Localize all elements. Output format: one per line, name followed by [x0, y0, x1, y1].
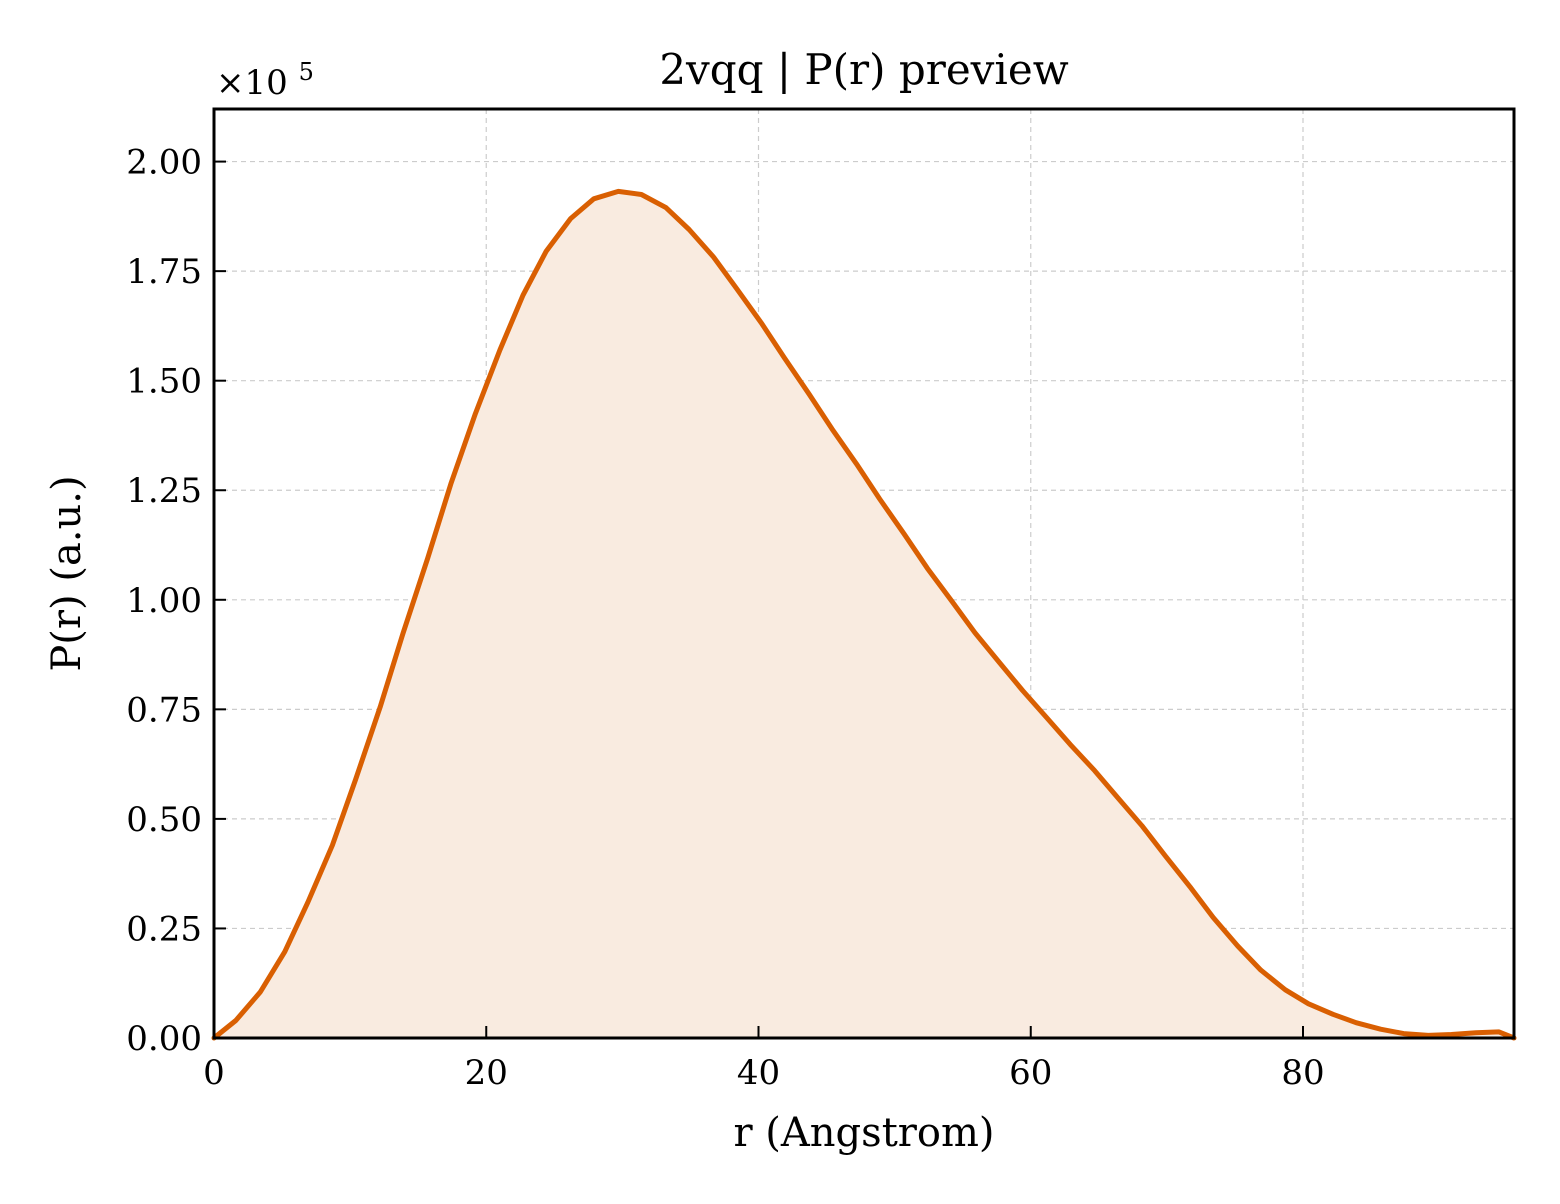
- y-tick-label: 1.75: [126, 252, 202, 292]
- line-layer: [211, 188, 1517, 1041]
- y-tick-label: 2.00: [126, 143, 202, 183]
- y-multiplier-base: ×10: [216, 63, 288, 103]
- y-tick-label: 0.75: [126, 690, 202, 730]
- y-axis-multiplier: ×10 5: [216, 58, 314, 103]
- pr-curve-line: [211, 188, 1517, 1041]
- plot-frame: [212, 107, 1516, 1040]
- x-tick-label: 40: [737, 1053, 780, 1093]
- y-tick-label: 1.50: [126, 362, 202, 402]
- area-layer: [214, 191, 1514, 1038]
- x-axis-title: r (Angstrom): [733, 1110, 994, 1156]
- x-tick-label: 20: [465, 1053, 508, 1093]
- y-tick-label: 1.25: [126, 471, 202, 511]
- y-tick-label: 0.00: [126, 1019, 202, 1059]
- chart-title: 2vqq | P(r) preview: [659, 45, 1068, 94]
- y-tick-label: 0.25: [126, 909, 202, 949]
- y-tick-label: 0.50: [126, 800, 202, 840]
- pr-area-fill: [214, 191, 1514, 1038]
- y-tick-label: 1.00: [126, 581, 202, 621]
- x-tick-label: 80: [1281, 1053, 1324, 1093]
- x-tick-label: 60: [1009, 1053, 1052, 1093]
- tick-layer: 0 20 40 60 80 0.00 0.25 0.50 0.75 1.00 1.25 1.50 1.7…: [126, 143, 1324, 1093]
- y-multiplier-exponent: 5: [299, 58, 314, 86]
- y-axis-title: P(r) (a.u.): [44, 475, 90, 671]
- x-tick-label: 0: [203, 1053, 225, 1093]
